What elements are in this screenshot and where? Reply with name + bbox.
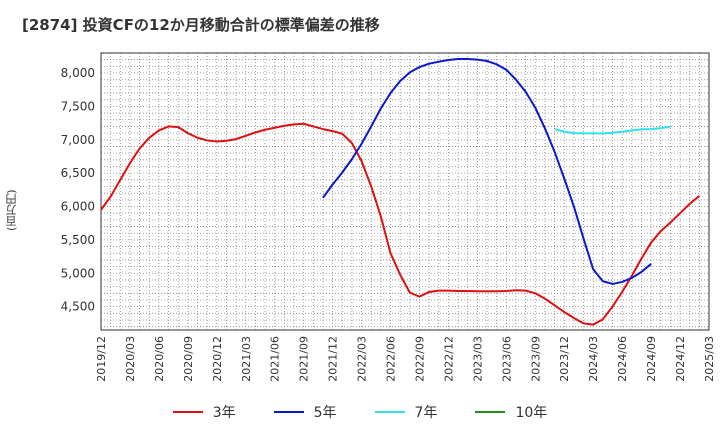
x-tick-label: 2021/09: [298, 336, 311, 382]
y-tick-labels: 4,500 5,000 5,500 6,000 6,500 7,000 7,500 8,000: [61, 66, 95, 314]
plot-frame: [100, 52, 710, 331]
legend-swatch: [273, 411, 304, 413]
series-line-0: [100, 122, 700, 326]
x-tick-label: 2023/12: [558, 336, 571, 382]
legend-swatch: [374, 411, 405, 413]
x-tick-labels: 2019/12 2020/03 2020/06 2020/09 2020/12 2021/…: [95, 336, 716, 382]
x-tick-label: 2020/12: [211, 336, 224, 382]
x-tick-label: 2022/06: [385, 336, 398, 382]
y-tick-label: 5,500: [61, 233, 95, 247]
x-tick-label: 2024/06: [616, 336, 629, 382]
x-tick-label: 2019/12: [95, 336, 108, 382]
y-tick-label: 8,000: [61, 66, 95, 80]
x-tick-label: 2021/06: [269, 336, 282, 382]
x-tick-label: 2020/06: [153, 336, 166, 382]
legend-item-3: 10年: [475, 402, 547, 422]
legend-item-0: 3年: [172, 402, 236, 422]
y-tick-label: 6,500: [61, 166, 95, 180]
legend-item-2: 7年: [374, 402, 438, 422]
y-tick-label: 6,000: [61, 200, 95, 214]
x-tick-label: 2022/12: [442, 336, 455, 382]
x-tick-label: 2022/03: [356, 336, 369, 382]
series-line-1: [322, 58, 652, 285]
legend-label: 5年: [313, 405, 337, 421]
series-lines: [100, 58, 700, 326]
series-line-2: [554, 125, 671, 135]
chart-title: [2874] 投資CFの12か月移動合計の標準偏差の推移: [22, 16, 380, 34]
x-tick-label: 2023/09: [529, 336, 542, 382]
legend-label: 10年: [515, 405, 548, 421]
x-tick-label: 2022/09: [413, 336, 426, 382]
x-tick-label: 2024/09: [645, 336, 658, 382]
legend: 3年 5年 7年 10年: [0, 402, 720, 422]
legend-swatch: [172, 411, 203, 413]
x-tick-label: 2023/06: [500, 336, 513, 382]
y-tick-label: 5,000: [61, 266, 95, 280]
x-tick-label: 2024/03: [587, 336, 600, 382]
x-tick-label: 2021/03: [240, 336, 253, 382]
plot-background: [101, 53, 709, 330]
x-tick-label: 2023/03: [471, 336, 484, 382]
y-tick-label: 7,500: [61, 99, 95, 113]
x-tick-label: 2024/12: [674, 336, 687, 382]
y-tick-label: 7,000: [61, 133, 95, 147]
legend-item-1: 5年: [273, 402, 337, 422]
x-tick-label: 2020/09: [182, 336, 195, 382]
x-tick-label: 2025/03: [703, 336, 716, 382]
legend-label: 7年: [414, 405, 438, 421]
legend-swatch: [475, 411, 506, 413]
x-tick-label: 2020/03: [124, 336, 137, 382]
x-tick-label: 2021/12: [327, 336, 340, 382]
y-tick-label: 4,500: [61, 300, 95, 314]
legend-label: 3年: [212, 405, 236, 421]
